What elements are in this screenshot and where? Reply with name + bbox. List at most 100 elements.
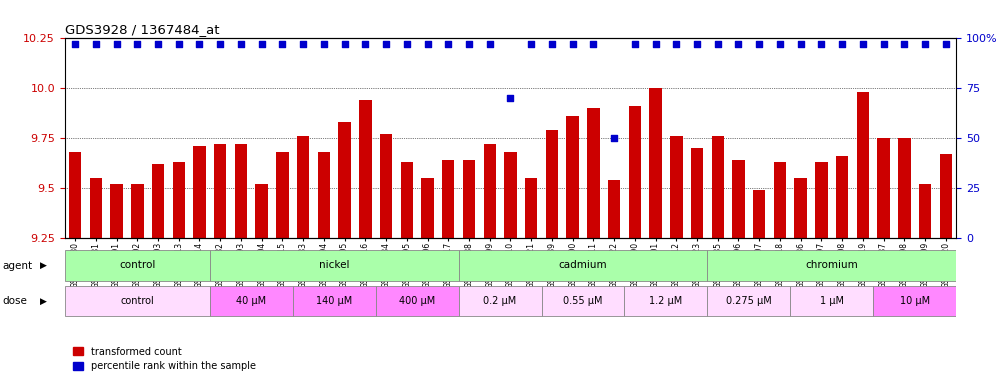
Point [275, 41, 291, 48]
Point [109, 41, 124, 48]
Text: 0.55 μM: 0.55 μM [564, 296, 603, 306]
Text: control: control [120, 260, 155, 270]
Bar [691, 148, 703, 384]
Point [358, 41, 374, 48]
Point [419, 41, 435, 48]
Point [751, 41, 767, 48]
FancyBboxPatch shape [65, 286, 210, 316]
Point [295, 41, 311, 48]
Bar [172, 162, 185, 384]
Point [647, 41, 663, 48]
Bar [400, 162, 413, 384]
Point [254, 41, 270, 48]
Bar [131, 184, 143, 384]
Bar [919, 184, 931, 384]
Point [689, 41, 705, 48]
Point [170, 41, 186, 48]
Text: 1.2 μM: 1.2 μM [649, 296, 682, 306]
Text: ▶: ▶ [40, 261, 47, 270]
Bar [297, 136, 310, 384]
FancyBboxPatch shape [210, 250, 458, 281]
Point [233, 41, 249, 48]
Text: 140 μM: 140 μM [316, 296, 353, 306]
FancyBboxPatch shape [458, 286, 542, 316]
Point [855, 41, 871, 48]
Point [938, 41, 954, 48]
Bar [90, 178, 102, 384]
Bar [939, 154, 952, 384]
Bar [546, 130, 558, 384]
Point [875, 41, 891, 48]
Point [398, 41, 414, 48]
FancyBboxPatch shape [873, 286, 956, 316]
Bar [711, 136, 724, 384]
Point [378, 41, 394, 48]
Bar [670, 136, 682, 384]
Text: 0.275 μM: 0.275 μM [726, 296, 772, 306]
Text: 0.2 μM: 0.2 μM [483, 296, 517, 306]
Bar [504, 152, 517, 384]
Point [565, 41, 581, 48]
Bar [732, 160, 745, 384]
Bar [836, 156, 849, 384]
FancyBboxPatch shape [707, 286, 790, 316]
Text: chromium: chromium [806, 260, 859, 270]
Bar [525, 178, 538, 384]
Point [88, 41, 104, 48]
Point [316, 41, 332, 48]
Point [814, 41, 830, 48]
Bar [753, 190, 766, 384]
Bar [379, 134, 392, 384]
FancyBboxPatch shape [210, 286, 293, 316]
Bar [483, 144, 496, 384]
Bar [628, 106, 641, 384]
Bar [608, 180, 621, 384]
Point [502, 95, 518, 101]
Point [607, 135, 622, 141]
Point [730, 41, 746, 48]
Point [896, 41, 912, 48]
Bar [151, 164, 164, 384]
Text: GDS3928 / 1367484_at: GDS3928 / 1367484_at [65, 23, 219, 36]
Bar [339, 122, 351, 384]
Point [461, 41, 477, 48]
Bar [276, 152, 289, 384]
Legend: transformed count, percentile rank within the sample: transformed count, percentile rank withi… [70, 343, 260, 375]
Point [586, 41, 602, 48]
Text: cadmium: cadmium [559, 260, 608, 270]
Point [482, 41, 498, 48]
FancyBboxPatch shape [790, 286, 873, 316]
Text: dose: dose [2, 296, 27, 306]
FancyBboxPatch shape [707, 250, 956, 281]
Point [150, 41, 166, 48]
Text: 10 μM: 10 μM [899, 296, 929, 306]
Bar [318, 152, 330, 384]
FancyBboxPatch shape [458, 250, 707, 281]
Point [129, 41, 145, 48]
Bar [421, 178, 433, 384]
Bar [795, 178, 807, 384]
Point [626, 41, 642, 48]
Bar [214, 144, 226, 384]
Point [544, 41, 560, 48]
Bar [857, 92, 870, 384]
Bar [255, 184, 268, 384]
Point [835, 41, 851, 48]
Point [917, 41, 933, 48]
Text: 1 μM: 1 μM [820, 296, 844, 306]
FancyBboxPatch shape [375, 286, 458, 316]
FancyBboxPatch shape [293, 286, 375, 316]
FancyBboxPatch shape [542, 286, 624, 316]
Bar [442, 160, 454, 384]
Text: 40 μM: 40 μM [236, 296, 266, 306]
Bar [774, 162, 786, 384]
Bar [877, 138, 889, 384]
Bar [463, 160, 475, 384]
Text: ▶: ▶ [40, 297, 47, 306]
Point [710, 41, 726, 48]
Bar [567, 116, 579, 384]
Point [523, 41, 539, 48]
Point [793, 41, 809, 48]
Bar [193, 146, 206, 384]
Bar [815, 162, 828, 384]
